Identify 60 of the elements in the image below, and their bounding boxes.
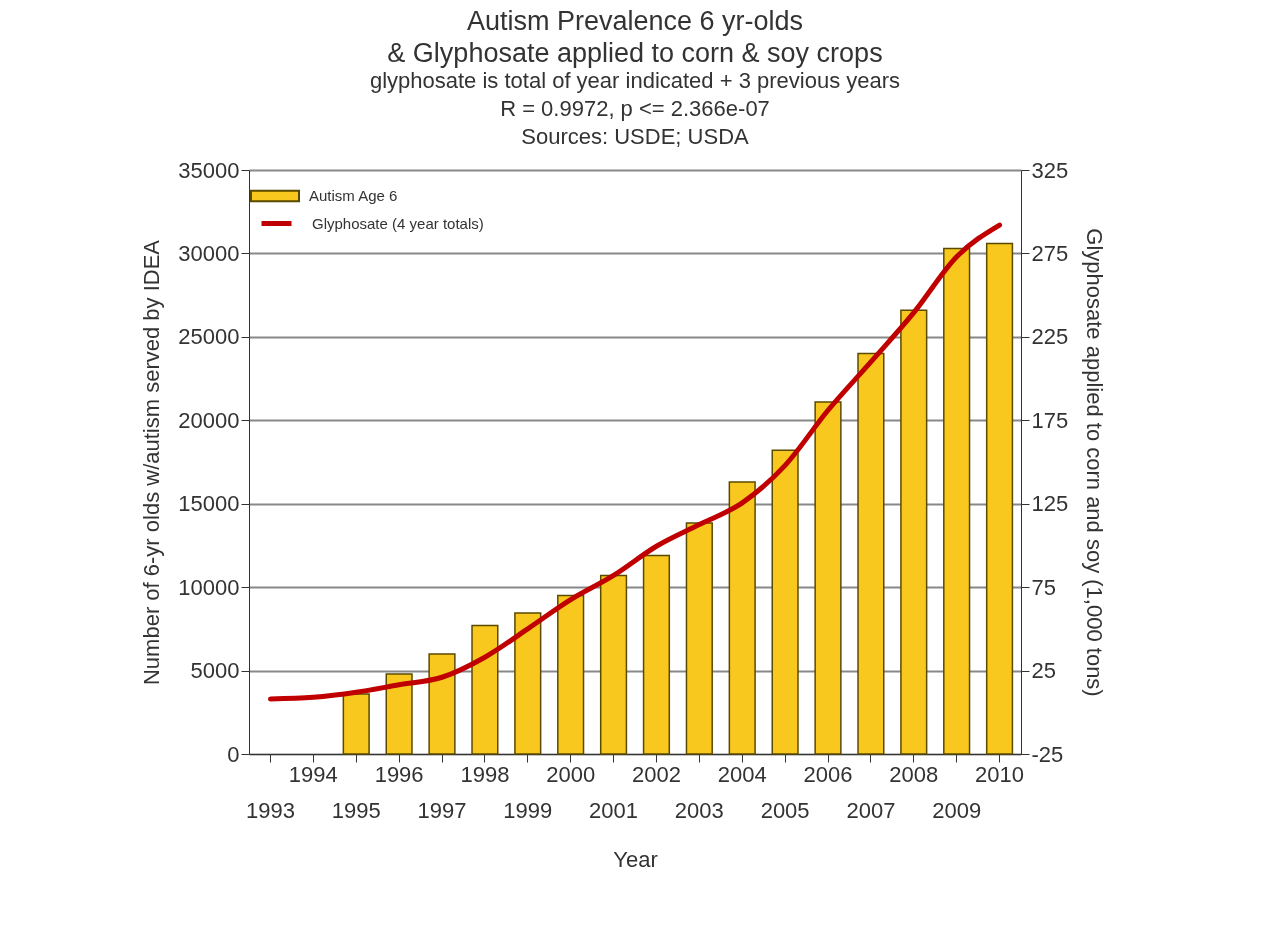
y-tick-label: 0	[227, 741, 240, 767]
bar	[342, 693, 370, 755]
bar	[685, 522, 713, 755]
x-tick-label: 2009	[932, 797, 982, 823]
bar	[514, 612, 542, 755]
x-tick-label: 1996	[374, 761, 424, 787]
x-tick-label: 2007	[846, 797, 896, 823]
legend-label: Autism Age 6	[309, 187, 398, 204]
source-note: Sources: USDE; USDA	[521, 124, 750, 149]
x-tick-label: 2006	[803, 761, 853, 787]
y-tick-label: 25000	[178, 324, 240, 350]
y2-tick-label: -25	[1031, 741, 1064, 767]
bar	[428, 653, 456, 755]
y-tick-label: 15000	[178, 491, 240, 517]
x-tick-label: 2004	[717, 761, 767, 787]
bar	[599, 574, 628, 755]
x-tick-label: 2008	[889, 761, 939, 787]
bar	[900, 309, 928, 755]
x-tick-label: 2005	[760, 797, 810, 823]
x-tick-label: 1998	[460, 761, 510, 787]
y2-tick-label: 275	[1031, 240, 1069, 266]
y-tick-label: 35000	[178, 157, 240, 183]
y2-tick-label: 25	[1031, 658, 1056, 684]
bar	[857, 352, 885, 755]
chart-subtitle: glyphosate is total of year indicated + 3 previous years	[369, 68, 901, 93]
bar	[728, 481, 756, 755]
x-tick-label: 1995	[331, 797, 381, 823]
legend-label: Glyphosate (4 year totals)	[312, 214, 484, 232]
bar	[771, 449, 799, 755]
x-tick-label: 1997	[417, 797, 467, 823]
x-tick-label: 2002	[631, 761, 681, 787]
x-tick-label: 2001	[589, 797, 639, 823]
text: & Glyphosate applied to corn & soy crops	[387, 38, 883, 68]
y2-tick-label: 175	[1031, 407, 1069, 433]
x-tick-label: 1994	[288, 761, 338, 787]
text: Autism Prevalence 6 yr-olds	[466, 6, 804, 36]
y2-tick-label: 325	[1031, 157, 1069, 183]
text: R = 0.9972, p <= 2.366e-07	[500, 96, 770, 121]
x-tick-label: 2000	[546, 761, 596, 787]
x-tick-label: 1999	[503, 797, 553, 823]
x-axis-title: Year	[613, 846, 658, 872]
y-tick-label: 30000	[178, 240, 240, 266]
bar	[642, 554, 671, 755]
y2-axis-title: Glyphosate applied to corn and soy (1,000 tons)	[1082, 228, 1108, 697]
y2-tick-label: 225	[1031, 324, 1069, 350]
x-tick-label: 2003	[674, 797, 724, 823]
y2-tick-label: 125	[1031, 491, 1069, 517]
bar	[814, 401, 842, 755]
y-tick-label: 10000	[178, 574, 240, 600]
y-tick-label: 20000	[178, 407, 240, 433]
x-tick-label: 2010	[975, 761, 1025, 787]
x-tick-label: 1993	[245, 797, 295, 823]
bar	[985, 242, 1014, 755]
y2-tick-label: 75	[1031, 574, 1056, 600]
y-axis-title: Number of 6-yr olds w/autism served by IDEA	[139, 239, 165, 686]
y-tick-label: 5000	[190, 658, 240, 684]
bar	[943, 247, 971, 755]
bar	[557, 594, 585, 755]
bar	[385, 673, 413, 755]
bar	[471, 624, 499, 755]
